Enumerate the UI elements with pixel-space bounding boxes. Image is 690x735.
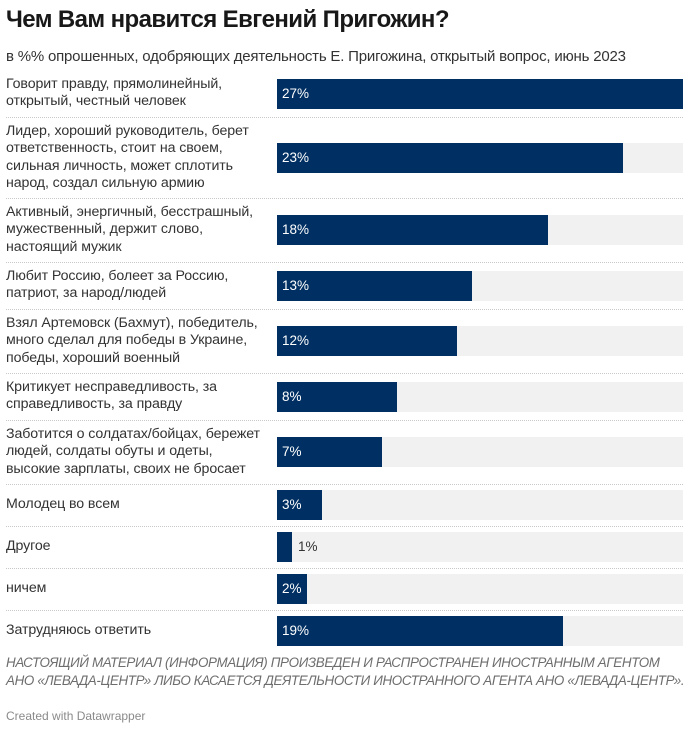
value-label: 3% [282, 497, 302, 512]
row-divider [6, 526, 683, 527]
category-label: Лидер, хороший руководитель, берет ответ… [6, 123, 249, 191]
row-divider [6, 420, 683, 421]
value-label: 1% [298, 539, 318, 554]
bar [277, 326, 457, 356]
category-label: Другое [6, 538, 51, 555]
row-divider [6, 610, 683, 611]
bar-row: Говорит правду, прямолинейный, открытый,… [0, 76, 690, 111]
bar-row: Критикует несправедливость, за справедли… [0, 379, 690, 414]
category-label: Активный, энергичный, бесстрашный, мужес… [6, 204, 254, 255]
category-label: Взял Артемовск (Бахмут), победитель, мно… [6, 315, 258, 366]
bar-track: 18% [277, 215, 683, 245]
bar-row: ничем 2% [0, 574, 690, 604]
bar-track: 27% [277, 78, 683, 109]
bar-track: 1% [277, 532, 683, 562]
bar [277, 215, 548, 245]
row-divider [6, 568, 683, 569]
value-label: 23% [282, 149, 310, 165]
value-label: 2% [282, 581, 302, 596]
row-divider [6, 373, 683, 374]
value-label: 19% [282, 623, 310, 638]
category-label: Затрудняюсь ответить [6, 622, 152, 639]
bar-row: Взял Артемовск (Бахмут), победитель, мно… [0, 315, 690, 367]
bar [277, 270, 472, 301]
bar-row: Молодец во всем 3% [0, 490, 690, 520]
bar [277, 142, 623, 173]
chart-subtitle: в %% опрошенных, одобряющих деятельность… [6, 48, 626, 65]
bar-track: 8% [277, 381, 683, 412]
category-label: Молодец во всем [6, 496, 120, 513]
bar-track: 7% [277, 437, 683, 467]
bar-row: Активный, энергичный, бесстрашный, мужес… [0, 204, 690, 256]
bar [277, 381, 397, 412]
row-divider [6, 484, 683, 485]
bar-track: 12% [277, 326, 683, 356]
value-label: 13% [282, 277, 310, 293]
bar-track: 19% [277, 616, 683, 646]
bar [277, 78, 683, 109]
bar-row: Другое 1% [0, 532, 690, 562]
bar [277, 532, 292, 562]
bar-track: 23% [277, 142, 683, 173]
bar [277, 616, 563, 646]
value-label: 18% [282, 222, 310, 237]
row-divider [6, 262, 683, 263]
bar-track: 3% [277, 490, 683, 520]
bar-row: Любит Россию, болеет за Россию, патриот,… [0, 268, 690, 303]
bar-row: Лидер, хороший руководитель, берет ответ… [0, 123, 690, 192]
value-label: 8% [282, 388, 302, 404]
row-divider [6, 117, 683, 118]
row-divider [6, 309, 683, 310]
bar [277, 437, 382, 467]
bar-row: Затрудняюсь ответить 19% [0, 616, 690, 646]
category-label: Критикует несправедливость, за справедли… [6, 379, 217, 413]
category-label: Любит Россию, болеет за Россию, патриот,… [6, 268, 229, 302]
chart-notes: НАСТОЯЩИЙ МАТЕРИАЛ (ИНФОРМАЦИЯ) ПРОИЗВЕД… [6, 655, 685, 688]
row-divider [6, 198, 683, 199]
category-label: Заботится о солдатах/бойцах, бережет люд… [6, 426, 260, 477]
category-label: ничем [6, 580, 47, 597]
bar-track: 2% [277, 574, 683, 604]
value-label: 12% [282, 333, 310, 348]
value-label: 7% [282, 444, 302, 459]
value-label: 27% [282, 85, 310, 101]
bar-row: Заботится о солдатах/бойцах, бережет люд… [0, 426, 690, 478]
credit-link[interactable]: Created with Datawrapper [6, 709, 146, 723]
bar-track: 13% [277, 270, 683, 301]
bar [277, 490, 322, 520]
category-label: Говорит правду, прямолинейный, открытый,… [6, 76, 223, 110]
chart-title: Чем Вам нравится Евгений Пригожин? [6, 6, 449, 33]
bar [277, 574, 307, 604]
